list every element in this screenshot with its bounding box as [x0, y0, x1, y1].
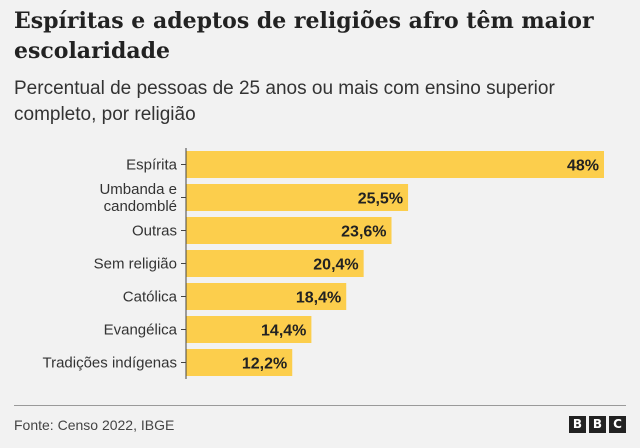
- bar-value-label: 25,5%: [358, 191, 403, 208]
- bar: [186, 184, 409, 211]
- category-label: Sem religião: [94, 256, 177, 273]
- bar-value-label: 14,4%: [261, 323, 306, 340]
- bar: [186, 217, 392, 244]
- bbc-logo: B B C: [569, 416, 626, 433]
- category-label: Tradições indígenas: [42, 355, 177, 372]
- bbc-logo-block: B: [589, 416, 606, 433]
- bar-chart: 48% Espírita 25,5% Umbanda e candomblé 23,6% O…: [42, 148, 604, 379]
- bar: [186, 250, 364, 277]
- chart-subtitle: Percentual de pessoas de 25 anos ou mais…: [14, 78, 555, 125]
- bbc-logo-block: B: [569, 416, 586, 433]
- category-label: Umbanda e candomblé: [99, 181, 177, 215]
- bar-value-label: 18,4%: [296, 290, 341, 307]
- category-label: Outras: [132, 223, 177, 240]
- bar-value-label: 23,6%: [341, 224, 386, 241]
- category-label: Evangélica: [104, 322, 178, 339]
- bar: [186, 316, 312, 343]
- bbc-logo-block: C: [609, 416, 626, 433]
- bar: [186, 283, 347, 310]
- footer-divider: [14, 405, 626, 406]
- source-note: Fonte: Censo 2022, IBGE: [14, 417, 175, 433]
- bar: [186, 151, 604, 178]
- bar: [186, 349, 293, 376]
- chart-title: Espíritas e adeptos de religiões afro tê…: [14, 8, 594, 64]
- bar-value-label: 48%: [567, 158, 599, 175]
- category-label: Católica: [123, 289, 178, 306]
- category-label: Espírita: [126, 157, 178, 174]
- bar-value-label: 20,4%: [313, 257, 358, 274]
- bar-value-label: 12,2%: [242, 356, 287, 373]
